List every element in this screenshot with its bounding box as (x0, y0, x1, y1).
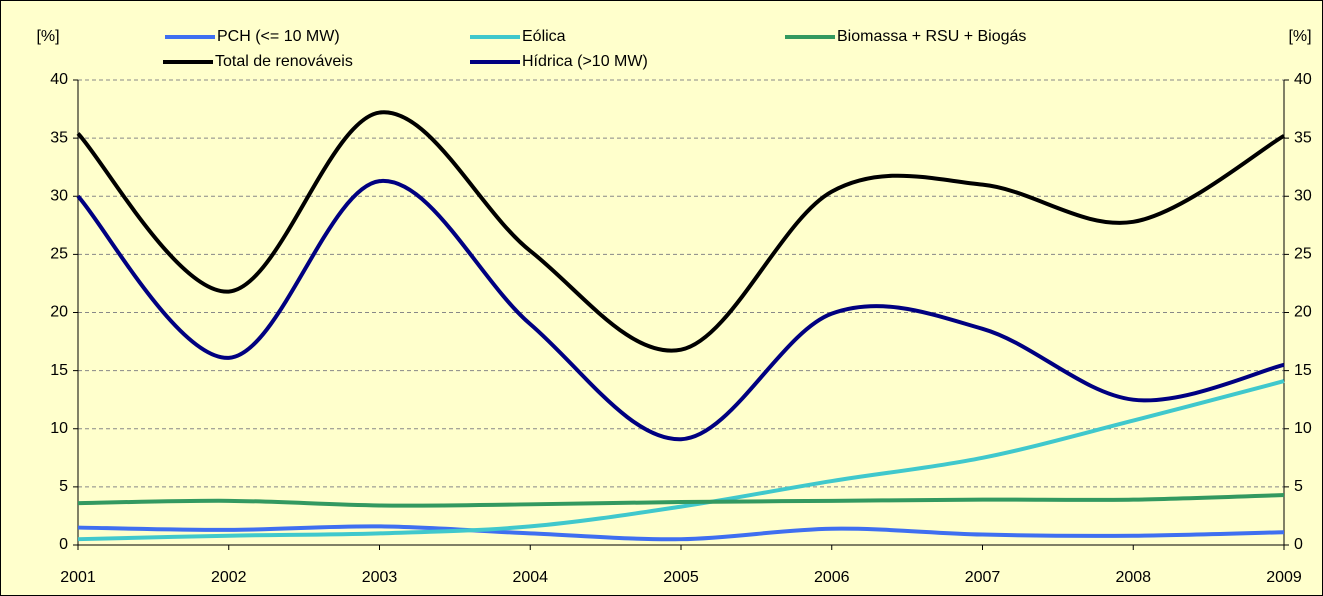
series-line (77, 493, 1285, 508)
y2-tick-label: 20 (1294, 304, 1312, 321)
legend-label: PCH (<= 10 MW) (217, 28, 340, 45)
legend-label: Biomassa + RSU + Biogás (837, 28, 1026, 45)
y2-tick-label: 10 (1294, 420, 1312, 437)
series-line (77, 524, 1285, 542)
y-tick-label: 40 (50, 71, 68, 88)
x-tick-label: 2007 (965, 569, 1001, 586)
x-tick-label: 2008 (1115, 569, 1151, 586)
x-tick-label: 2003 (362, 569, 398, 586)
y-tick-label: 0 (59, 536, 68, 553)
legend-label: Total de renováveis (215, 53, 353, 70)
y-axis-label: [%] (36, 28, 59, 45)
x-tick-label: 2001 (60, 569, 96, 586)
y-tick-label: 25 (50, 246, 68, 263)
y2-tick-label: 5 (1294, 478, 1303, 495)
y2-axis-label: [%] (1288, 28, 1311, 45)
y-tick-label: 20 (50, 304, 68, 321)
x-tick-label: 2004 (512, 569, 548, 586)
y2-tick-label: 35 (1294, 129, 1312, 146)
y2-tick-label: 25 (1294, 246, 1312, 263)
y-tick-label: 30 (50, 187, 68, 204)
y-tick-label: 35 (50, 129, 68, 146)
y-tick-label: 15 (50, 362, 68, 379)
x-tick-label: 2006 (814, 569, 850, 586)
series-line (77, 379, 1285, 542)
y-tick-label: 5 (59, 478, 68, 495)
x-tick-label: 2002 (211, 569, 247, 586)
legend-label: Eólica (522, 28, 566, 45)
y-tick-label: 10 (50, 420, 68, 437)
series-line (76, 179, 1285, 442)
x-tick-label: 2005 (663, 569, 699, 586)
series-line (76, 110, 1285, 353)
y2-tick-label: 30 (1294, 187, 1312, 204)
legend-label: Hídrica (>10 MW) (522, 53, 648, 70)
y2-tick-label: 15 (1294, 362, 1312, 379)
y2-tick-label: 40 (1294, 71, 1312, 88)
x-tick-label: 2009 (1266, 569, 1302, 586)
y2-tick-label: 0 (1294, 536, 1303, 553)
